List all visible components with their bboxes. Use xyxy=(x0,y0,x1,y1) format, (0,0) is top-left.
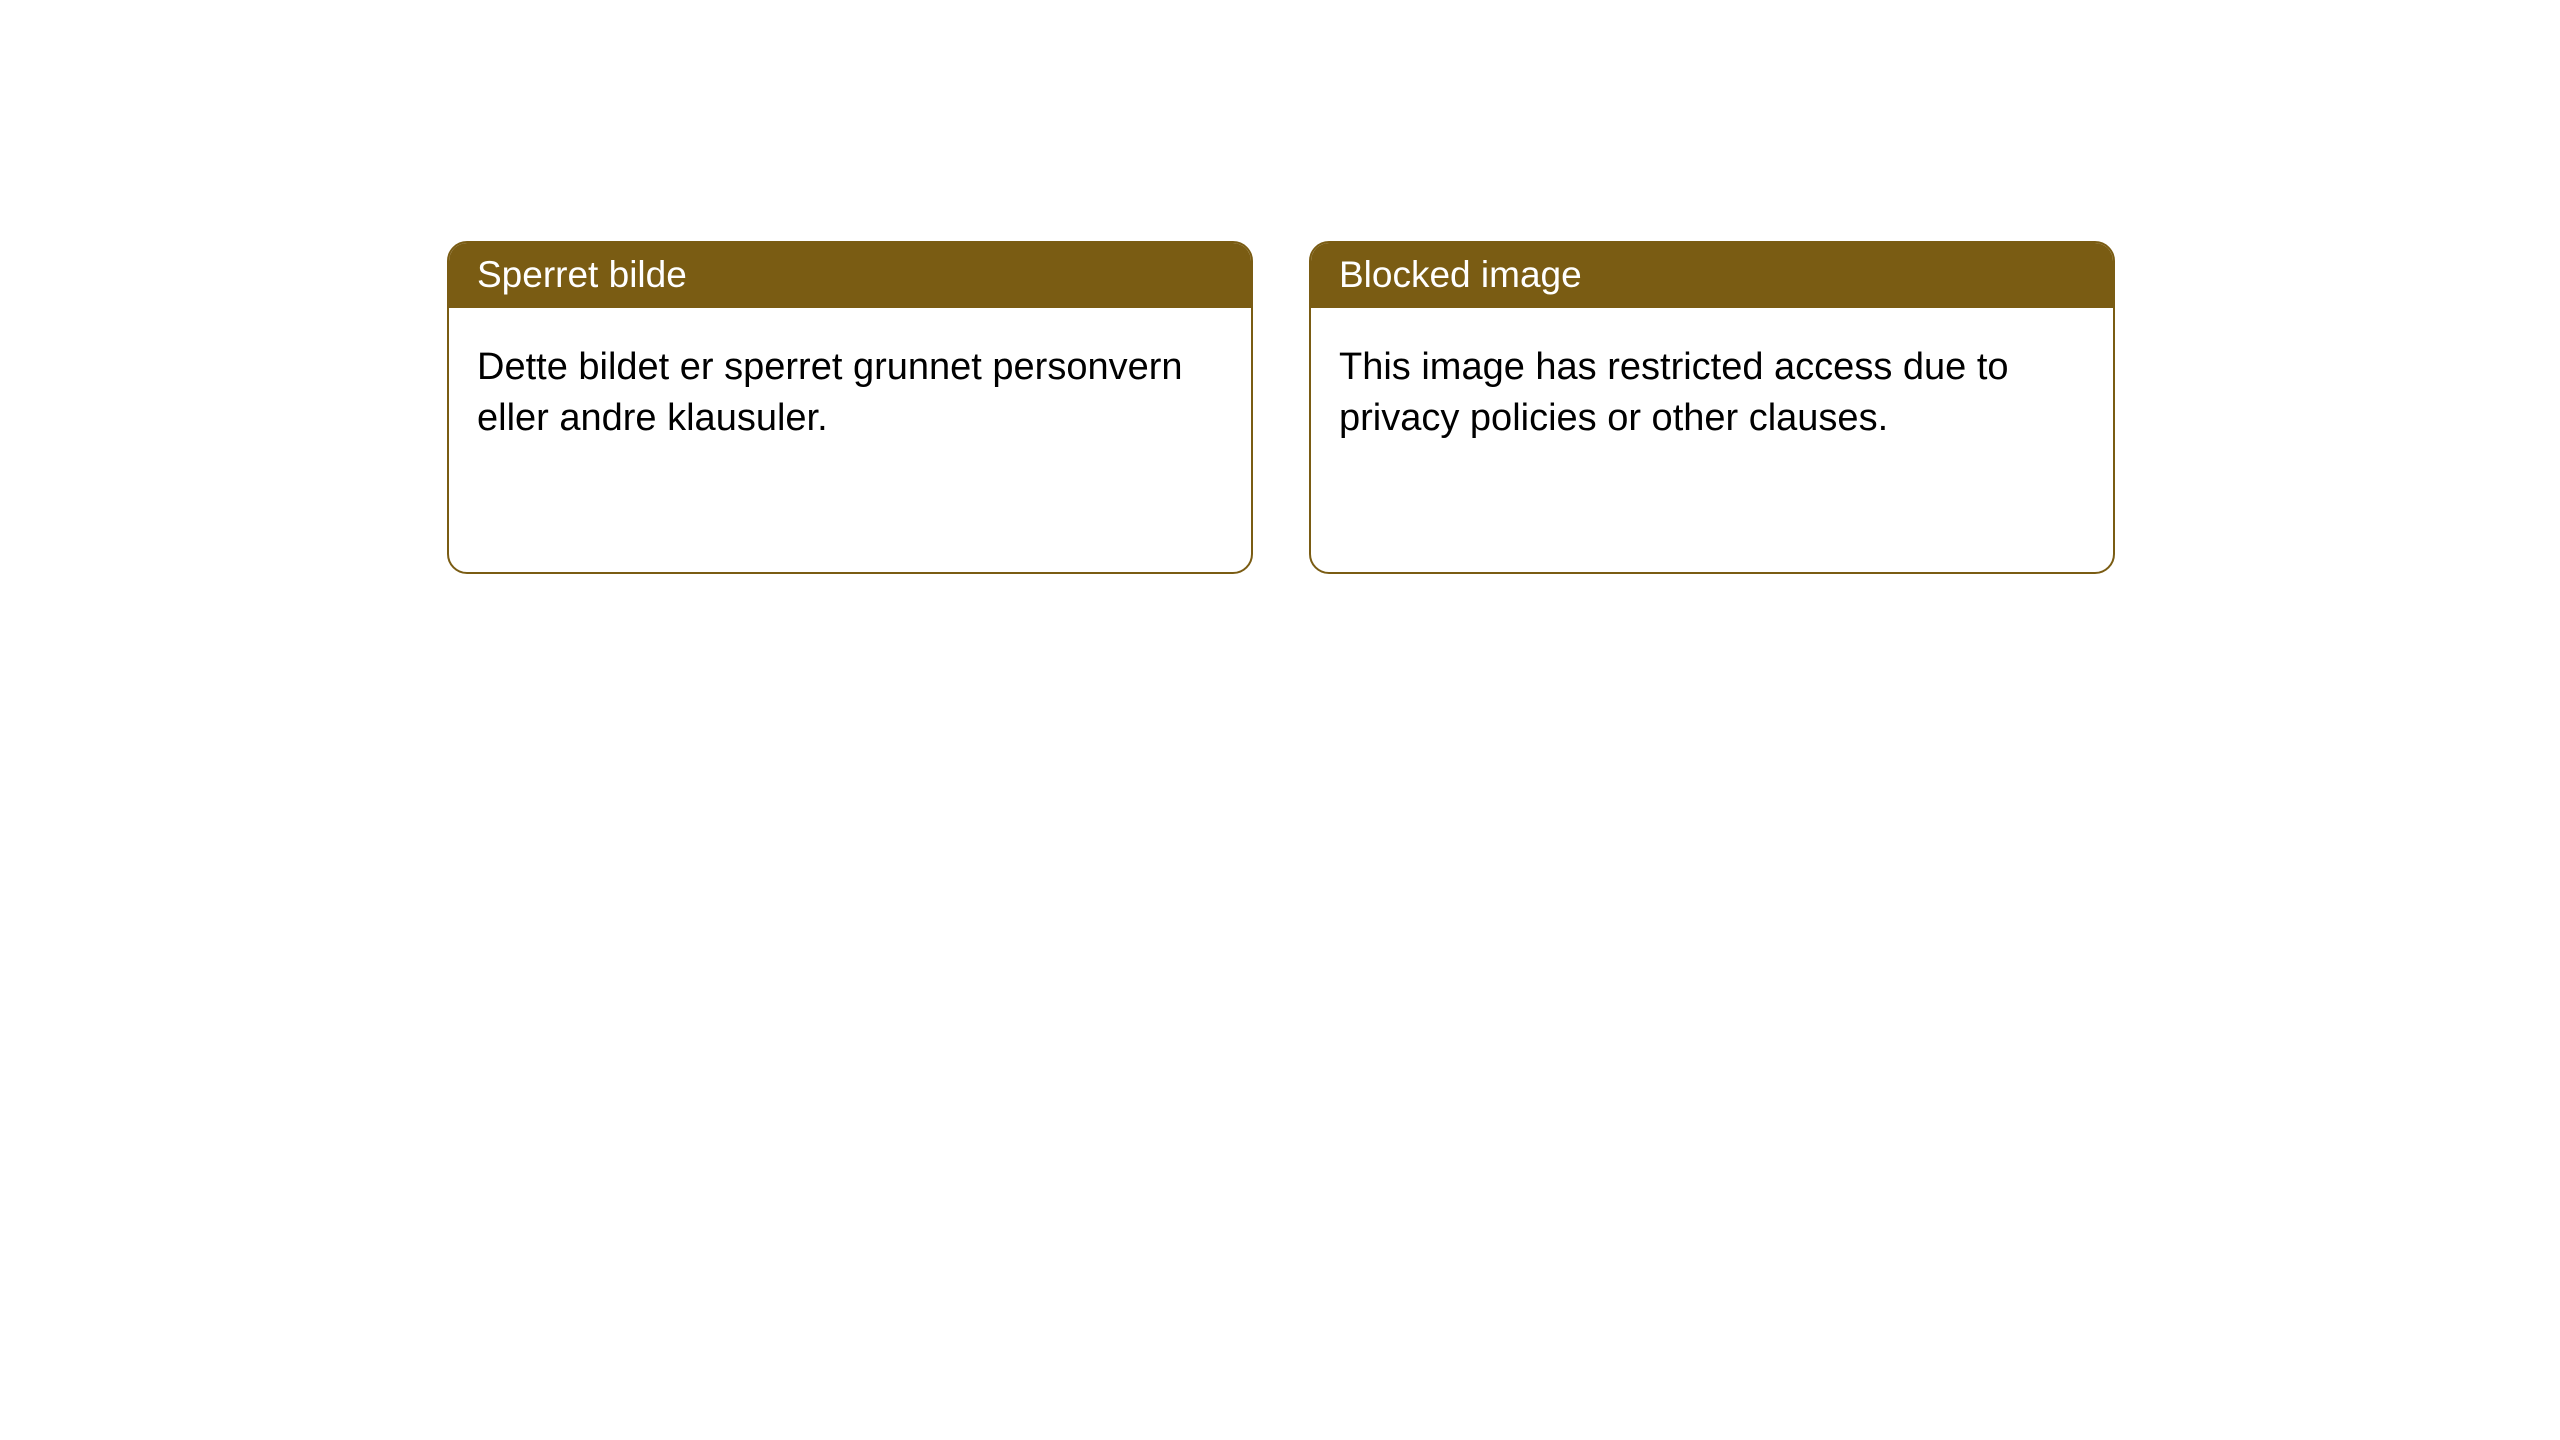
notice-card-title-no: Sperret bilde xyxy=(449,243,1251,308)
notice-card-title-en: Blocked image xyxy=(1311,243,2113,308)
notice-card-no: Sperret bilde Dette bildet er sperret gr… xyxy=(447,241,1253,574)
notice-card-en: Blocked image This image has restricted … xyxy=(1309,241,2115,574)
notice-container: Sperret bilde Dette bildet er sperret gr… xyxy=(0,0,2560,574)
notice-card-body-no: Dette bildet er sperret grunnet personve… xyxy=(449,308,1251,473)
notice-card-body-en: This image has restricted access due to … xyxy=(1311,308,2113,473)
